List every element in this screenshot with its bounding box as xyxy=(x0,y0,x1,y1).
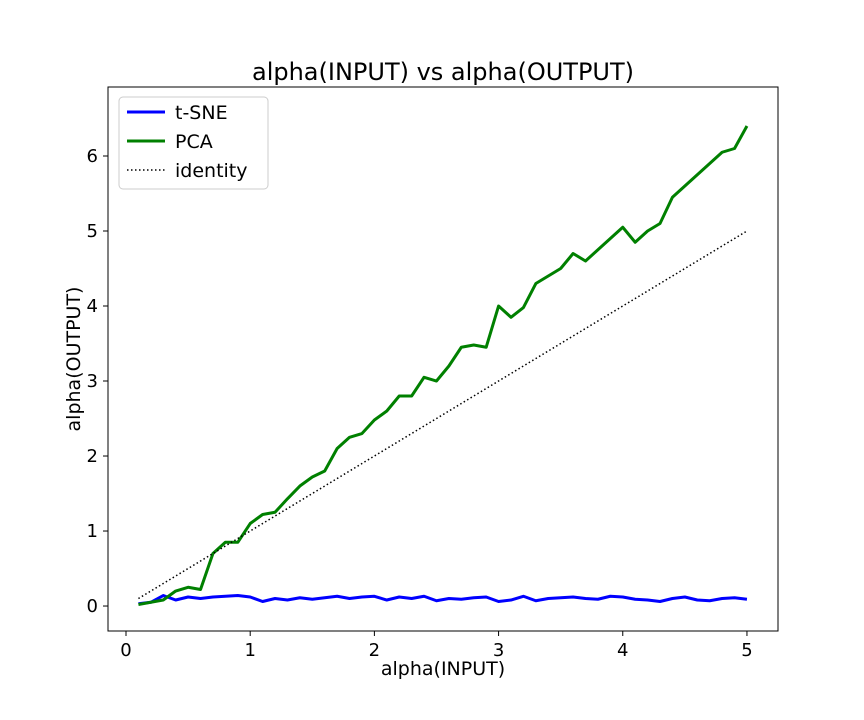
x-tick-label: 0 xyxy=(120,640,131,661)
series-line xyxy=(138,125,749,606)
series-line xyxy=(138,594,748,606)
x-tick-label: 1 xyxy=(244,640,255,661)
y-tick-label: 4 xyxy=(87,296,98,317)
x-tick-label: 2 xyxy=(369,640,380,661)
y-tick-label: 2 xyxy=(87,446,98,467)
x-tick-label: 5 xyxy=(741,640,752,661)
x-axis-label: alpha(INPUT) xyxy=(381,658,505,680)
legend-label: identity xyxy=(175,160,248,182)
chart-title: alpha(INPUT) vs alpha(OUTPUT) xyxy=(252,58,634,86)
y-tick-label: 5 xyxy=(87,221,98,242)
plot-frame xyxy=(107,86,779,632)
y-tick-label: 1 xyxy=(87,521,98,542)
y-tick-label: 0 xyxy=(87,596,98,617)
legend-box xyxy=(118,96,269,190)
y-tick-label: 3 xyxy=(87,371,98,392)
x-tick-label: 4 xyxy=(617,640,628,661)
y-tick-label: 6 xyxy=(87,146,98,167)
x-tick-label: 3 xyxy=(493,640,504,661)
y-axis-label: alpha(OUTPUT) xyxy=(63,287,85,432)
legend-label: PCA xyxy=(175,131,213,153)
series-line xyxy=(138,230,748,600)
legend-label: t-SNE xyxy=(175,102,228,124)
